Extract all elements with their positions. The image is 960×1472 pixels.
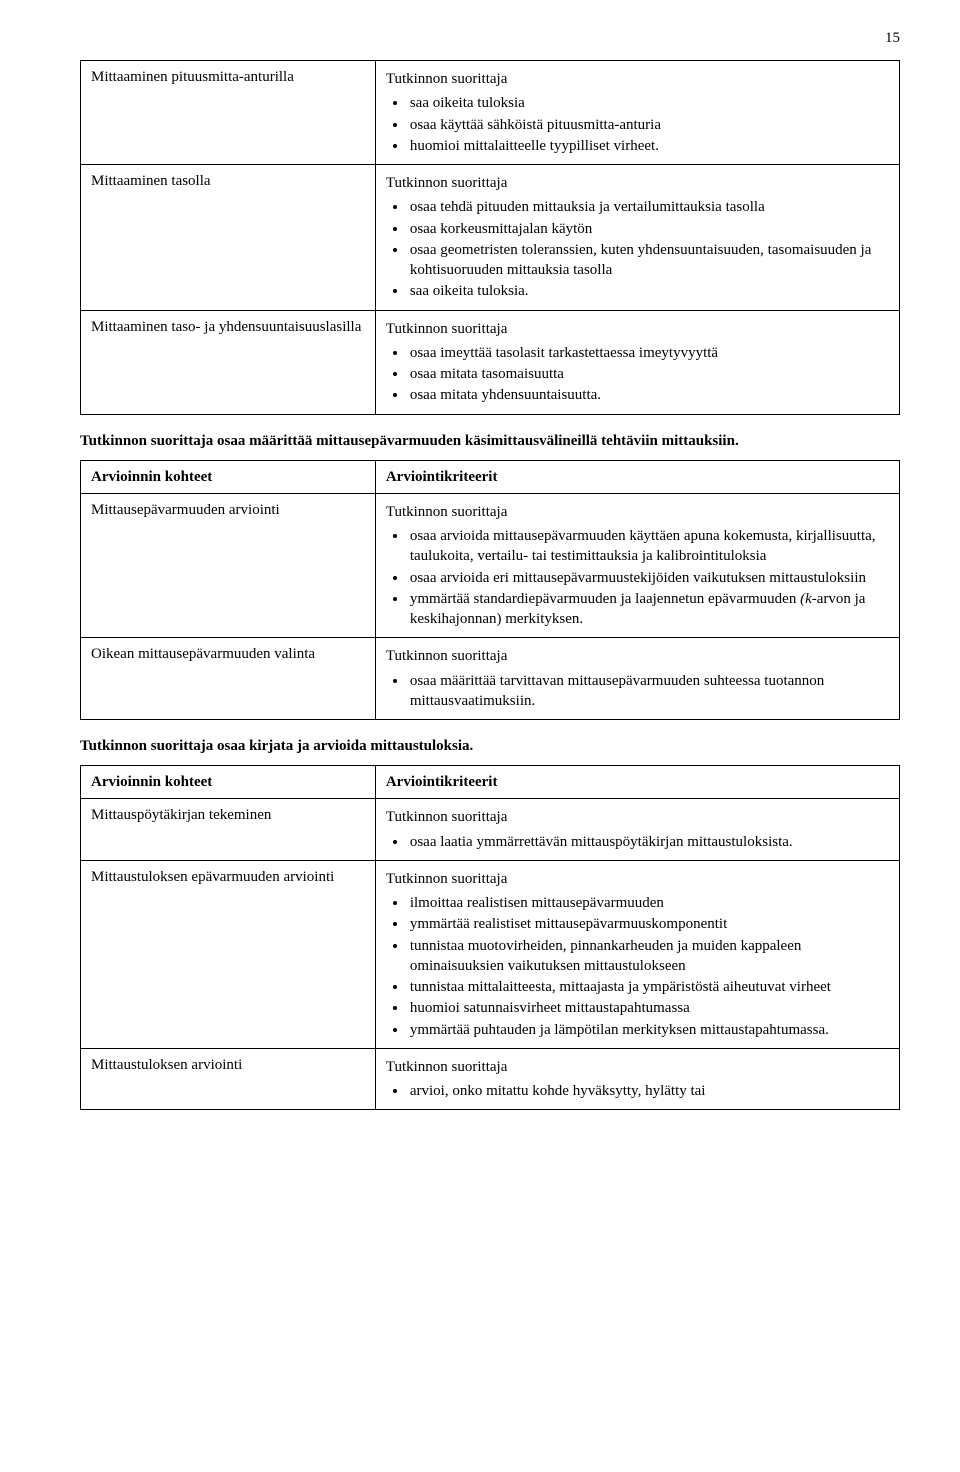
list-item: saa oikeita tuloksia: [408, 93, 889, 113]
row-left: Mittaaminen pituusmitta-anturilla: [81, 61, 376, 165]
table-row: Mittauspöytäkirjan tekeminen Tutkinnon s…: [81, 799, 900, 861]
intro-text: Tutkinnon suorittaja: [386, 646, 889, 666]
list-item: ymmärtää realistiset mittausepävarmuusko…: [408, 914, 889, 934]
list-item: ilmoittaa realistisen mittausepävarmuude…: [408, 893, 889, 913]
page-number: 15: [885, 30, 900, 47]
list-item: osaa tehdä pituuden mittauksia ja vertai…: [408, 197, 889, 217]
row-right: Tutkinnon suorittaja ilmoittaa realistis…: [375, 860, 899, 1048]
intro-text: Tutkinnon suorittaja: [386, 502, 889, 522]
list-item: osaa määrittää tarvittavan mittausepävar…: [408, 671, 889, 712]
table-header-row: Arvioinnin kohteet Arviointikriteerit: [81, 460, 900, 493]
list-item: ymmärtää standardiepävarmuuden ja laajen…: [408, 589, 889, 630]
table-row: Mittaustuloksen epävarmuuden arviointi T…: [81, 860, 900, 1048]
list-item: ymmärtää puhtauden ja lämpötilan merkity…: [408, 1020, 889, 1040]
table-row: Mittaaminen pituusmitta-anturilla Tutkin…: [81, 61, 900, 165]
row-right: Tutkinnon suorittaja osaa imeyttää tasol…: [375, 310, 899, 414]
intro-text: Tutkinnon suorittaja: [386, 69, 889, 89]
row-left: Oikean mittausepävarmuuden valinta: [81, 638, 376, 720]
row-right: Tutkinnon suorittaja saa oikeita tuloksi…: [375, 61, 899, 165]
row-right: Tutkinnon suorittaja arvioi, onko mitatt…: [375, 1048, 899, 1110]
row-left: Mittaaminen tasolla: [81, 165, 376, 311]
table-header-row: Arvioinnin kohteet Arviointikriteerit: [81, 766, 900, 799]
table-row: Mittaustuloksen arviointi Tutkinnon suor…: [81, 1048, 900, 1110]
bullet-prefix: ymmärtää standardiepävarmuuden ja laajen…: [410, 591, 800, 607]
bullet-list: osaa imeyttää tasolasit tarkastettaessa …: [386, 343, 889, 406]
list-item: osaa korkeusmittajalan käytön: [408, 219, 889, 239]
row-left: Mittaaminen taso- ja yhdensuuntaisuuslas…: [81, 310, 376, 414]
row-right: Tutkinnon suorittaja osaa tehdä pituuden…: [375, 165, 899, 311]
row-left: Mittausepävarmuuden arviointi: [81, 493, 376, 638]
row-right: Tutkinnon suorittaja osaa määrittää tarv…: [375, 638, 899, 720]
bullet-list: saa oikeita tuloksia osaa käyttää sähköi…: [386, 93, 889, 156]
bullet-list: osaa tehdä pituuden mittauksia ja vertai…: [386, 197, 889, 301]
row-right: Tutkinnon suorittaja osaa arvioida mitta…: [375, 493, 899, 638]
row-left: Mittaustuloksen arviointi: [81, 1048, 376, 1110]
list-item: osaa mitata tasomaisuutta: [408, 364, 889, 384]
column-header-left: Arvioinnin kohteet: [81, 766, 376, 799]
column-header-left: Arvioinnin kohteet: [81, 460, 376, 493]
bullet-list: osaa laatia ymmärrettävän mittauspöytäki…: [386, 832, 889, 852]
table-row: Mittaaminen taso- ja yhdensuuntaisuuslas…: [81, 310, 900, 414]
list-item: osaa mitata yhdensuuntaisuutta.: [408, 385, 889, 405]
list-item: tunnistaa mittalaitteesta, mittaajasta j…: [408, 977, 889, 997]
table-2: Arvioinnin kohteet Arviointikriteerit Mi…: [80, 460, 900, 721]
list-item: osaa geometristen toleranssien, kuten yh…: [408, 240, 889, 281]
table-3: Arvioinnin kohteet Arviointikriteerit Mi…: [80, 765, 900, 1110]
column-header-right: Arviointikriteerit: [375, 766, 899, 799]
bullet-list: osaa arvioida mittausepävarmuuden käyttä…: [386, 526, 889, 629]
list-item: arvioi, onko mitattu kohde hyväksytty, h…: [408, 1081, 889, 1101]
table-1: Mittaaminen pituusmitta-anturilla Tutkin…: [80, 60, 900, 415]
row-left: Mittauspöytäkirjan tekeminen: [81, 799, 376, 861]
bullet-list: osaa määrittää tarvittavan mittausepävar…: [386, 671, 889, 712]
list-item: saa oikeita tuloksia.: [408, 281, 889, 301]
list-item: huomioi satunnaisvirheet mittaustapahtum…: [408, 998, 889, 1018]
bullet-italic: (k: [800, 591, 812, 607]
intro-text: Tutkinnon suorittaja: [386, 869, 889, 889]
table-row: Mittaaminen tasolla Tutkinnon suorittaja…: [81, 165, 900, 311]
list-item: osaa arvioida mittausepävarmuuden käyttä…: [408, 526, 889, 567]
section-heading: Tutkinnon suorittaja osaa kirjata ja arv…: [80, 738, 900, 755]
table-row: Mittausepävarmuuden arviointi Tutkinnon …: [81, 493, 900, 638]
section-heading: Tutkinnon suorittaja osaa määrittää mitt…: [80, 433, 900, 450]
bullet-list: ilmoittaa realistisen mittausepävarmuude…: [386, 893, 889, 1040]
table-row: Oikean mittausepävarmuuden valinta Tutki…: [81, 638, 900, 720]
list-item: osaa käyttää sähköistä pituusmitta-antur…: [408, 115, 889, 135]
column-header-right: Arviointikriteerit: [375, 460, 899, 493]
list-item: osaa laatia ymmärrettävän mittauspöytäki…: [408, 832, 889, 852]
list-item: osaa arvioida eri mittausepävarmuustekij…: [408, 568, 889, 588]
intro-text: Tutkinnon suorittaja: [386, 807, 889, 827]
row-right: Tutkinnon suorittaja osaa laatia ymmärre…: [375, 799, 899, 861]
list-item: osaa imeyttää tasolasit tarkastettaessa …: [408, 343, 889, 363]
intro-text: Tutkinnon suorittaja: [386, 1057, 889, 1077]
list-item: tunnistaa muotovirheiden, pinnankarheude…: [408, 936, 889, 977]
bullet-list: arvioi, onko mitattu kohde hyväksytty, h…: [386, 1081, 889, 1101]
row-left: Mittaustuloksen epävarmuuden arviointi: [81, 860, 376, 1048]
intro-text: Tutkinnon suorittaja: [386, 319, 889, 339]
intro-text: Tutkinnon suorittaja: [386, 173, 889, 193]
list-item: huomioi mittalaitteelle tyypilliset virh…: [408, 136, 889, 156]
